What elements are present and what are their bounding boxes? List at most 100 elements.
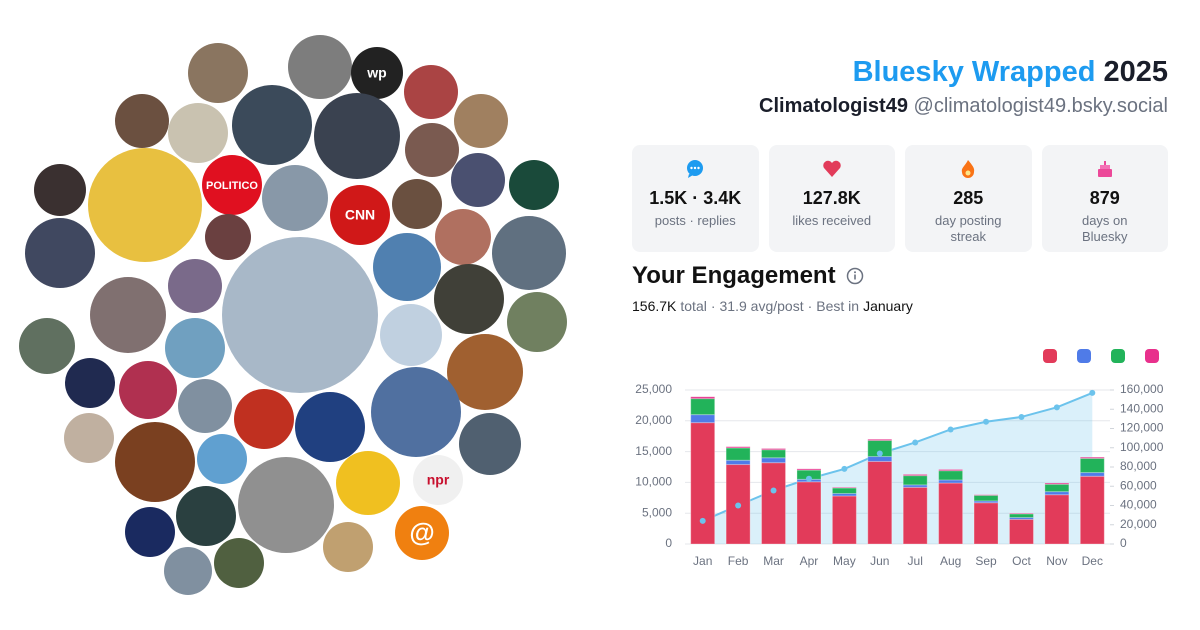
x-tick-label: Jan xyxy=(693,554,712,568)
avatar[interactable] xyxy=(19,318,75,374)
avatar[interactable] xyxy=(454,94,508,148)
bar-segment xyxy=(1079,472,1105,477)
avatar[interactable] xyxy=(232,85,312,165)
bar-segment xyxy=(1079,457,1105,474)
legend-icon[interactable] xyxy=(1077,349,1091,363)
avatar[interactable] xyxy=(90,277,166,353)
avatar[interactable] xyxy=(262,165,328,231)
avatar[interactable] xyxy=(222,237,378,393)
bar-segment xyxy=(690,422,716,545)
avatar[interactable] xyxy=(380,304,442,366)
avatar[interactable] xyxy=(336,451,400,515)
avatar[interactable] xyxy=(434,264,504,334)
bar-segment xyxy=(938,468,964,472)
avatar[interactable] xyxy=(205,214,251,260)
x-tick-label: Jul xyxy=(908,554,923,568)
avatar[interactable] xyxy=(188,43,248,103)
line-point xyxy=(735,502,742,509)
y2-tick-label: 120,000 xyxy=(1120,421,1164,435)
stats: 1.5K · 3.4K posts · replies 127.8K likes r… xyxy=(632,145,1168,252)
x-tick-label: Oct xyxy=(1012,554,1031,568)
bar-segment xyxy=(831,486,857,489)
avatar[interactable] xyxy=(25,218,95,288)
summary-part: Best in xyxy=(816,298,860,314)
stat-card: 879 days on Bluesky xyxy=(1041,145,1168,252)
avatar[interactable] xyxy=(373,233,441,301)
info-icon[interactable] xyxy=(846,267,864,285)
bar-segment xyxy=(761,462,787,545)
avatar[interactable] xyxy=(323,522,373,572)
avatar[interactable] xyxy=(34,164,86,216)
line-point xyxy=(1089,389,1096,396)
avatar[interactable] xyxy=(435,209,491,265)
bar-segment xyxy=(725,446,751,449)
avatar[interactable] xyxy=(492,216,566,290)
bar-segment xyxy=(867,456,893,462)
legend-icon[interactable] xyxy=(1043,349,1057,363)
avatar[interactable] xyxy=(459,413,521,475)
avatar[interactable] xyxy=(119,361,177,419)
avatar[interactable] xyxy=(238,457,334,553)
avatar[interactable] xyxy=(392,179,442,229)
avatar[interactable] xyxy=(451,153,505,207)
y2-tick-label: 140,000 xyxy=(1120,401,1164,415)
bar-segment xyxy=(1079,456,1105,459)
avatar[interactable] xyxy=(88,148,202,262)
summary-part: 156.7K xyxy=(632,298,677,314)
title-text: Bluesky Wrapped xyxy=(852,56,1096,88)
y-tick-label: 15,000 xyxy=(635,444,672,458)
y2-tick-label: 20,000 xyxy=(1120,517,1157,531)
avatar[interactable] xyxy=(64,413,114,463)
avatar[interactable] xyxy=(447,334,523,410)
line-point xyxy=(699,517,706,524)
avatar[interactable] xyxy=(295,392,365,462)
line-point xyxy=(912,439,919,446)
avatar[interactable] xyxy=(371,367,461,457)
avatar[interactable] xyxy=(507,292,567,352)
avatar[interactable] xyxy=(168,259,222,313)
avatar[interactable] xyxy=(509,160,559,210)
avatar[interactable] xyxy=(202,155,262,215)
bar-segment xyxy=(1008,517,1034,520)
x-tick-label: Sep xyxy=(975,554,997,568)
stat-label: days on Bluesky xyxy=(1081,213,1128,244)
bar-segment xyxy=(1008,518,1034,545)
x-tick-label: Nov xyxy=(1046,554,1067,568)
avatar[interactable] xyxy=(314,93,400,179)
bar-segment xyxy=(938,482,964,545)
avatar[interactable] xyxy=(115,94,169,148)
engagement-summary: 156.7K total · 31.9 avg/post · Best in January xyxy=(632,298,913,314)
bar-segment xyxy=(867,438,893,442)
avatar[interactable] xyxy=(176,486,236,546)
bar-segment xyxy=(902,475,928,486)
avatar[interactable] xyxy=(234,389,294,449)
bar-segment xyxy=(761,449,787,459)
avatar[interactable] xyxy=(115,422,195,502)
avatar[interactable] xyxy=(351,47,403,99)
stat-value: 1.5K · 3.4K xyxy=(649,188,742,208)
avatar[interactable] xyxy=(165,318,225,378)
legend-icon[interactable] xyxy=(1145,349,1159,363)
avatar[interactable] xyxy=(214,538,264,588)
avatar[interactable] xyxy=(178,379,232,433)
stat-card: 127.8K likes received xyxy=(768,145,895,252)
avatar-logo: CNN xyxy=(345,207,375,223)
avatar[interactable] xyxy=(125,507,175,557)
legend-icon[interactable] xyxy=(1111,349,1125,363)
avatar[interactable] xyxy=(288,35,352,99)
avatar[interactable] xyxy=(330,185,390,245)
avatar[interactable] xyxy=(395,506,449,560)
avatar[interactable] xyxy=(413,455,463,505)
avatar[interactable] xyxy=(405,123,459,177)
bar-segment xyxy=(831,495,857,545)
avatar[interactable] xyxy=(404,65,458,119)
stat-label: posts · replies xyxy=(654,213,736,228)
avatar[interactable] xyxy=(65,358,115,408)
summary-part: · xyxy=(710,298,716,314)
avatar[interactable] xyxy=(197,434,247,484)
stat-label: likes received xyxy=(792,213,872,228)
avatar-logo: wp xyxy=(366,65,386,81)
avatar[interactable] xyxy=(168,103,228,163)
avatar[interactable] xyxy=(164,547,212,595)
